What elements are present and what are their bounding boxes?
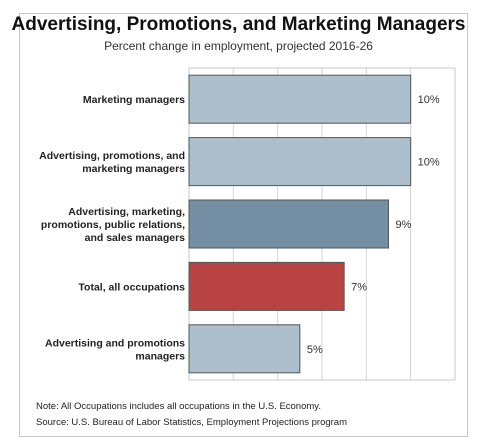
chart-title: Advertising, Promotions, and Marketing M… [11,14,466,35]
chart-source: Source: U.S. Bureau of Labor Statistics,… [36,417,347,428]
bar [188,137,412,187]
category-label: Advertising and promotions managers [45,337,185,362]
bar [188,324,301,374]
value-label: 10% [418,94,440,106]
chart-subtitle: Percent change in employment, projected … [104,39,373,53]
value-label: 10% [418,157,440,169]
category-label: Advertising, marketing, promotions, publi… [41,206,185,244]
category-label: Advertising, promotions, and marketing ma… [39,150,185,175]
bar [188,199,389,249]
value-label: 5% [307,344,323,356]
category-label: Marketing managers [83,94,185,106]
bar [188,261,345,311]
category-label: Total, all occupations [78,281,185,293]
bar [188,74,412,124]
chart-note: Note: All Occupations includes all occup… [36,401,321,412]
value-label: 9% [396,219,412,231]
value-label: 7% [351,281,367,293]
